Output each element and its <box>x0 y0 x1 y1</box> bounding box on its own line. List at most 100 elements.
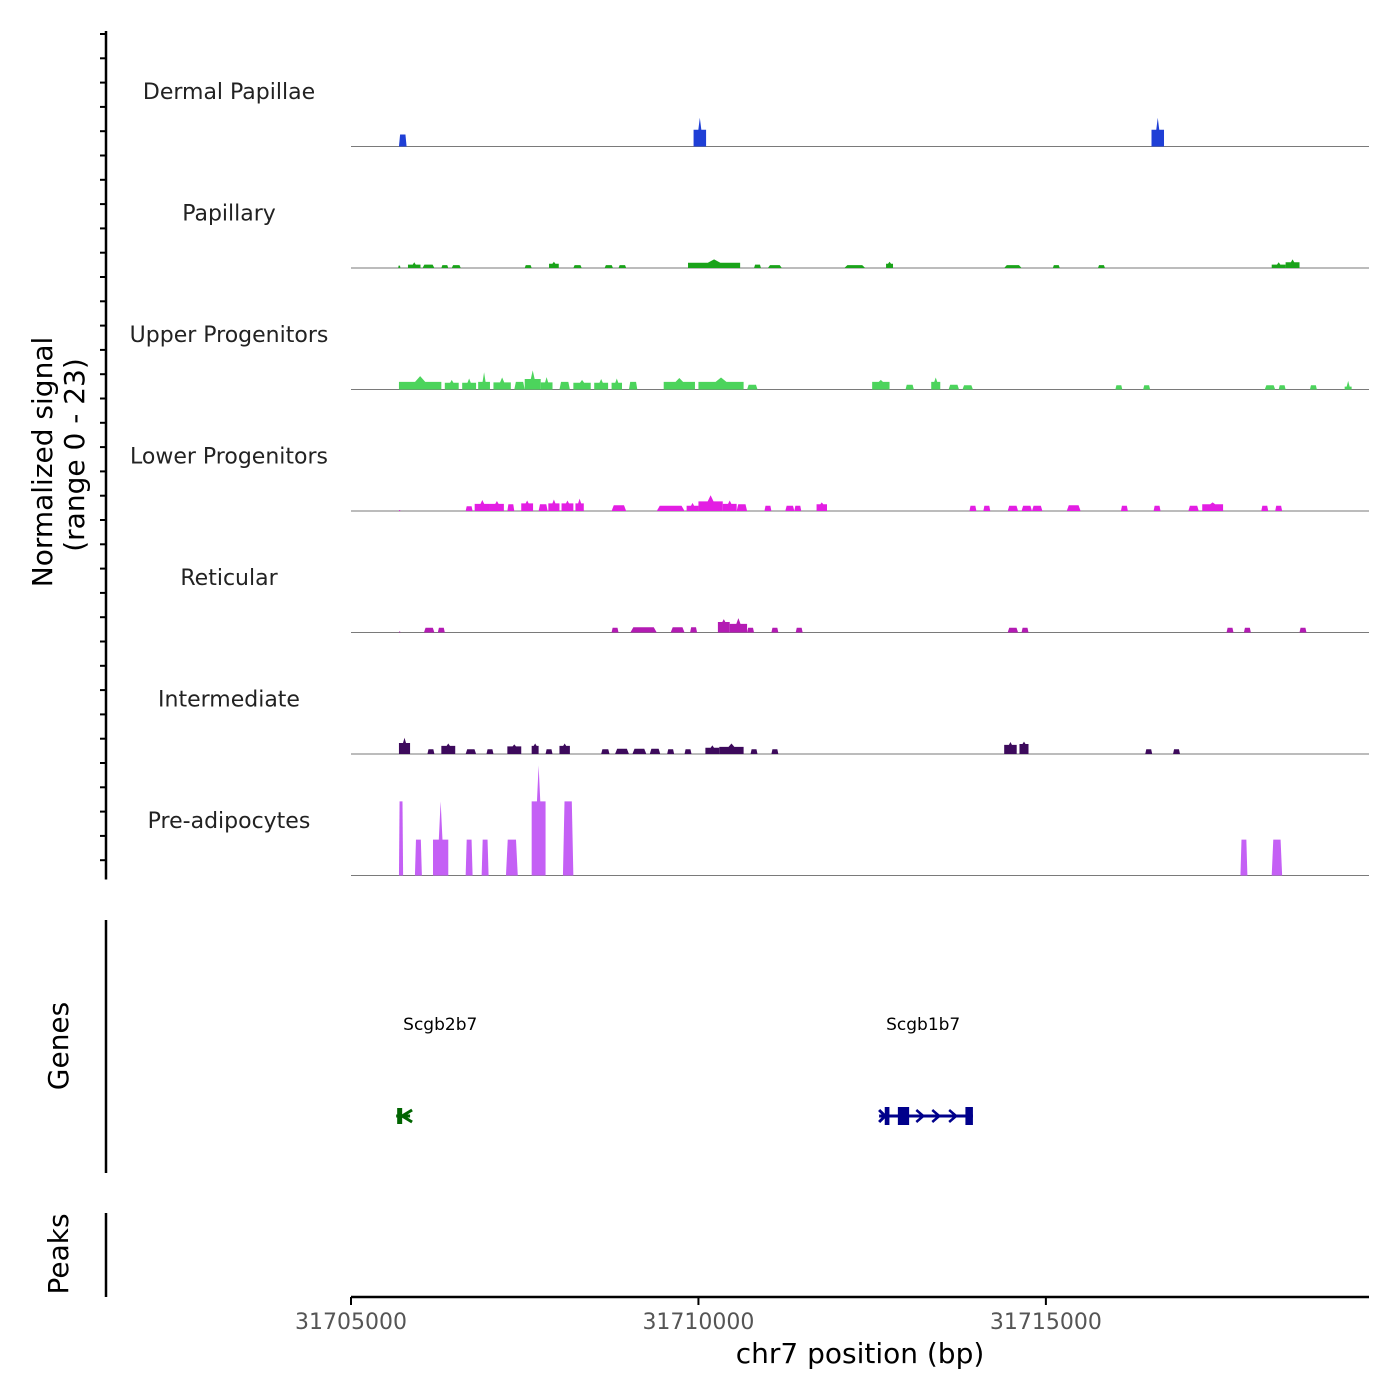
gene-annotations: Scgb2b7 Scgb1b7 <box>396 1015 973 1125</box>
signal-peak <box>540 377 553 390</box>
peaks-track-label: Peaks <box>42 1213 75 1294</box>
signal-peak <box>398 801 404 876</box>
signal-peak <box>505 839 518 876</box>
signal-peak <box>545 749 553 754</box>
genes-track-label: Genes <box>42 1002 75 1090</box>
signal-peak <box>481 839 489 876</box>
signal-peak <box>559 743 570 754</box>
signal-peak <box>444 379 459 390</box>
signal-peak <box>747 384 758 390</box>
signal-peak <box>1243 627 1251 633</box>
signal-peak <box>451 265 461 268</box>
signal-peak <box>398 510 401 511</box>
signal-peak <box>1226 627 1234 633</box>
signal-peak <box>1019 741 1029 754</box>
strand-arrow <box>915 1109 926 1123</box>
signal-peak <box>1066 505 1081 511</box>
signal-peak <box>423 627 435 633</box>
signal-peak <box>594 378 609 390</box>
signal-peak <box>962 385 973 390</box>
signal-peak <box>1097 265 1105 268</box>
signal-peak <box>615 748 629 754</box>
strand-arrow <box>931 1109 942 1123</box>
signal-peak <box>562 801 574 876</box>
strand-arrow <box>878 1108 888 1124</box>
signal-peak <box>686 502 699 511</box>
signal-peak <box>1004 742 1017 754</box>
track-label-upper-progenitors: Upper Progenitors <box>130 323 329 348</box>
signal-peak <box>1299 627 1307 633</box>
signal-peak <box>1271 839 1283 876</box>
gene-label: Scgb2b7 <box>403 1015 477 1035</box>
signal-peak <box>771 627 779 633</box>
signal-peak <box>618 265 627 268</box>
signal-peak <box>1202 502 1224 511</box>
signal-peak <box>507 744 522 754</box>
signal-peak <box>441 743 456 754</box>
signal-peak <box>816 502 827 511</box>
strand-arrow <box>948 1109 959 1123</box>
signal-peak <box>427 749 435 754</box>
x-tick-label: 31715000 <box>990 1310 1102 1335</box>
gene-label: Scgb1b7 <box>886 1015 960 1035</box>
signal-peak <box>1021 505 1032 511</box>
signal-peak <box>1173 749 1180 754</box>
signal-peak <box>548 499 560 511</box>
x-tick-label: 31705000 <box>295 1310 407 1335</box>
x-axis-title: chr7 position (bp) <box>736 1337 985 1370</box>
signal-peak <box>630 627 657 633</box>
y-axis-range-label: (range 0 - 23) <box>58 358 91 552</box>
signal-peak <box>1031 505 1043 511</box>
signal-peak <box>722 500 737 511</box>
signal-peak <box>969 505 977 511</box>
signal-peak <box>398 376 442 390</box>
signal-peak <box>983 505 991 511</box>
signal-peak <box>407 262 421 268</box>
signal-peak <box>398 134 407 147</box>
signal-peak <box>719 743 744 754</box>
signal-peak <box>670 627 685 633</box>
signal-peak <box>559 381 570 390</box>
signal-peak <box>398 265 401 268</box>
signal-peak <box>521 500 534 511</box>
signal-peak <box>794 505 802 511</box>
signal-peak <box>729 618 748 633</box>
signal-peak <box>649 748 661 754</box>
signal-peak <box>667 749 675 754</box>
gene-exon <box>897 1107 910 1125</box>
signal-peak <box>489 500 504 511</box>
signal-peak <box>538 504 548 511</box>
gene-exon <box>965 1107 973 1125</box>
signal-peak <box>684 749 692 754</box>
signal-peak <box>604 265 613 268</box>
signal-peak <box>1153 505 1161 511</box>
signal-peak <box>493 377 511 390</box>
signal-peak <box>398 631 401 633</box>
strand-arrow <box>399 1108 413 1124</box>
signal-peak <box>698 495 723 511</box>
signal-peak <box>441 265 449 268</box>
signal-peak <box>688 259 741 268</box>
signal-peak <box>575 498 584 511</box>
signal-peak <box>524 265 532 268</box>
signal-peak <box>795 627 803 633</box>
signal-peak <box>698 377 744 390</box>
track-label-pre-adipocytes: Pre-adipocytes <box>148 809 311 834</box>
signal-peak <box>478 372 490 390</box>
y-axis-title: Normalized signal <box>26 337 59 588</box>
track-labels: Dermal Papillae Papillary Upper Progenitor… <box>130 80 329 834</box>
track-label-lower-progenitors: Lower Progenitors <box>130 445 328 470</box>
signal-peak <box>1151 117 1165 147</box>
signal-peak <box>549 261 559 268</box>
signal-peak <box>1264 385 1276 390</box>
signal-peak <box>705 745 720 754</box>
signal-peak <box>465 506 473 511</box>
track-label-dermal-papillae: Dermal Papillae <box>143 80 315 105</box>
signal-peak <box>1240 839 1248 876</box>
signal-peak <box>1309 385 1317 390</box>
signal-peak <box>1120 505 1128 511</box>
signal-peak <box>1188 505 1199 511</box>
signal-peak <box>422 264 435 268</box>
signal-peak <box>398 737 411 754</box>
